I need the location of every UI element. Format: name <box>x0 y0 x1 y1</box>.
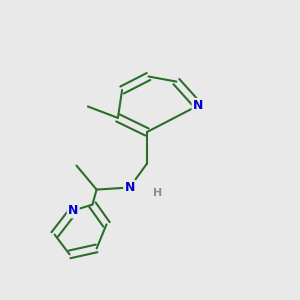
Text: N: N <box>193 99 203 112</box>
Text: H: H <box>153 188 162 198</box>
Text: N: N <box>68 204 78 217</box>
Text: N: N <box>124 181 135 194</box>
